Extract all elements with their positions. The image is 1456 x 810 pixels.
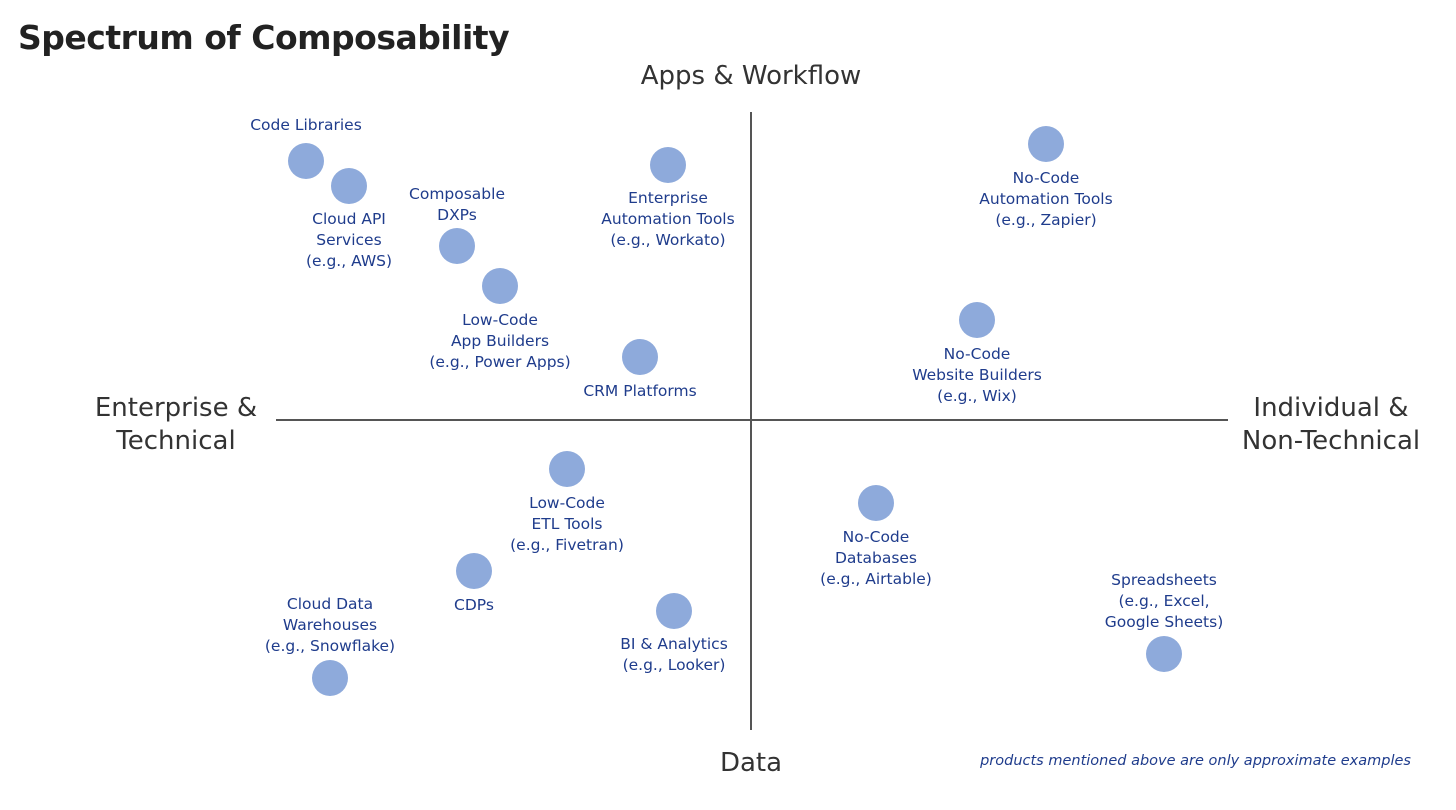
- item-dot: [858, 485, 894, 521]
- item-label-line: Spreadsheets: [1111, 570, 1217, 589]
- axis-label-left: Enterprise & Technical: [95, 392, 257, 458]
- item-label-line: ETL Tools: [531, 514, 603, 533]
- item-dot: [312, 660, 348, 696]
- item-label: Enterprise Automation Tools (e.g., Workato…: [601, 188, 734, 251]
- horizontal-axis: [276, 419, 1228, 421]
- item-label-line: (e.g., Wix): [937, 386, 1017, 405]
- item-label: BI & Analytics (e.g., Looker): [620, 634, 728, 676]
- item-label: No-Code Databases (e.g., Airtable): [820, 527, 932, 590]
- item-label-line: Databases: [834, 548, 918, 567]
- item-label-line: Automation Tools: [601, 209, 735, 228]
- axis-label-bottom: Data: [719, 748, 783, 778]
- item-label: Composable DXPs: [409, 184, 505, 226]
- item-label-line: Low-Code: [529, 493, 605, 512]
- item-label: No-Code Website Builders (e.g., Wix): [912, 344, 1042, 407]
- axis-label-left-line: Enterprise &: [94, 393, 258, 423]
- item-label-line: App Builders: [450, 331, 550, 350]
- item-dot: [456, 553, 492, 589]
- axis-label-top: Apps & Workflow: [640, 61, 862, 91]
- item-dot: [288, 143, 324, 179]
- footnote: products mentioned above are only approx…: [980, 753, 1411, 769]
- item-label-line: (e.g., Excel,: [1118, 591, 1210, 610]
- item-dot: [959, 302, 995, 338]
- item-label-line: (e.g., Workato): [610, 230, 726, 249]
- vertical-axis: [750, 112, 752, 730]
- item-dot: [622, 339, 658, 375]
- item-label-line: (e.g., Power Apps): [429, 352, 571, 371]
- item-label-line: (e.g., Looker): [622, 655, 726, 674]
- item-dot: [1146, 636, 1182, 672]
- item-label-line: Website Builders: [912, 365, 1042, 384]
- item-label-line: Low-Code: [462, 310, 538, 329]
- axis-label-right-line: Non-Technical: [1241, 426, 1421, 456]
- item-label-line: Code Libraries: [250, 115, 362, 134]
- item-label-line: CDPs: [454, 595, 494, 614]
- item-dot: [482, 268, 518, 304]
- item-label-line: DXPs: [437, 205, 477, 224]
- item-label-line: (e.g., Snowflake): [264, 636, 396, 655]
- item-dot: [439, 228, 475, 264]
- item-dot: [1028, 126, 1064, 162]
- axis-label-left-line: Technical: [116, 426, 236, 456]
- item-label-line: (e.g., Fivetran): [510, 535, 624, 554]
- item-label-line: No-Code: [1012, 168, 1080, 187]
- item-label-line: Enterprise: [628, 188, 708, 207]
- item-label: Cloud API Services (e.g., AWS): [306, 209, 392, 272]
- item-label-line: (e.g., Airtable): [820, 569, 932, 588]
- item-label: No-Code Automation Tools (e.g., Zapier): [979, 168, 1112, 231]
- item-label-line: Cloud API: [312, 209, 386, 228]
- item-label-line: Composable: [409, 184, 505, 203]
- item-label: Cloud Data Warehouses (e.g., Snowflake): [265, 594, 395, 657]
- item-label-line: No-Code: [943, 344, 1011, 363]
- item-label: CRM Platforms: [583, 381, 696, 402]
- item-label-line: Google Sheets): [1104, 612, 1224, 631]
- item-dot: [656, 593, 692, 629]
- item-label: Spreadsheets (e.g., Excel, Google Sheets): [1105, 570, 1224, 633]
- item-label-line: No-Code: [842, 527, 910, 546]
- page-title: Spectrum of Composability: [18, 18, 510, 57]
- item-label: Low-Code ETL Tools (e.g., Fivetran): [510, 493, 624, 556]
- axis-label-right-line: Individual &: [1253, 393, 1409, 423]
- item-label: Code Libraries: [250, 115, 362, 136]
- item-label: Low-Code App Builders (e.g., Power Apps): [429, 310, 570, 373]
- item-label-line: (e.g., Zapier): [995, 210, 1097, 229]
- item-label-line: Cloud Data: [286, 594, 374, 613]
- item-dot: [650, 147, 686, 183]
- item-label-line: Automation Tools: [979, 189, 1113, 208]
- axis-label-right: Individual & Non-Technical: [1242, 392, 1420, 458]
- item-label-line: Services: [316, 230, 382, 249]
- item-label-line: BI & Analytics: [620, 634, 728, 653]
- item-dot: [549, 451, 585, 487]
- item-dot: [331, 168, 367, 204]
- item-label: CDPs: [454, 595, 494, 616]
- item-label-line: Warehouses: [282, 615, 378, 634]
- item-label-line: (e.g., AWS): [305, 251, 393, 270]
- item-label-line: CRM Platforms: [583, 381, 697, 400]
